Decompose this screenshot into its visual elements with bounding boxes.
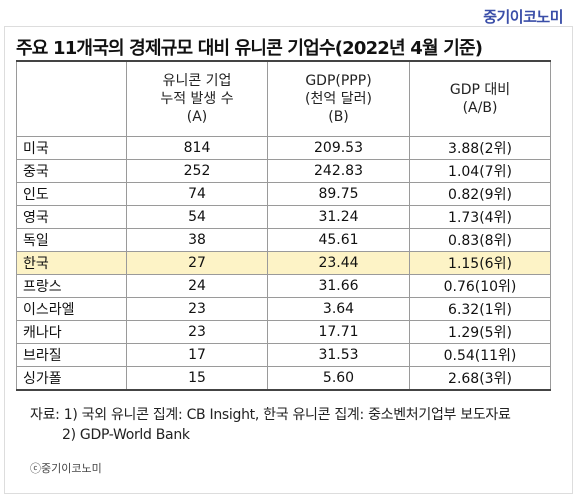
country-cell: 영국 — [16, 205, 127, 229]
unicorn-count-cell: 27 — [126, 251, 268, 275]
table-row: 영국 54 31.24 1.73(4위) — [16, 205, 551, 229]
table-row-highlighted: 한국 27 23.44 1.15(6위) — [16, 251, 551, 275]
table-row: 인도 74 89.75 0.82(9위) — [16, 182, 551, 206]
copyright-text: ⓒ중기이코노미 — [30, 462, 102, 475]
ratio-cell: 1.04(7위) — [409, 159, 551, 183]
unicorn-count-cell: 54 — [126, 205, 268, 229]
source-line-2: 2) GDP-World Bank — [62, 427, 190, 443]
country-cell: 인도 — [16, 182, 127, 206]
gdp-cell: 5.60 — [267, 366, 410, 391]
gdp-cell: 31.66 — [267, 274, 410, 298]
country-cell: 프랑스 — [16, 274, 127, 298]
source-line-1: 자료: 1) 국외 유니콘 집계: CB Insight, 한국 유니콘 집계:… — [30, 407, 511, 423]
gdp-cell: 45.61 — [267, 228, 410, 252]
unicorn-count-cell: 814 — [126, 136, 268, 160]
gdp-cell: 89.75 — [267, 182, 410, 206]
brand-logo: 중기이코노미 — [483, 8, 563, 26]
unicorn-count-cell: 17 — [126, 343, 268, 367]
unicorn-count-cell: 24 — [126, 274, 268, 298]
ratio-cell: 6.32(1위) — [409, 297, 551, 321]
table-row: 캐나다 23 17.71 1.29(5위) — [16, 320, 551, 344]
country-cell: 캐나다 — [16, 320, 127, 344]
unicorn-count-cell: 252 — [126, 159, 268, 183]
table-row: 싱가폴 15 5.60 2.68(3위) — [16, 366, 551, 391]
page-title: 주요 11개국의 경제규모 대비 유니콘 기업수(2022년 4월 기준) — [16, 38, 483, 59]
table-header-row: 유니콘 기업 누적 발생 수 (A) GDP(PPP) (천억 달러) (B) … — [16, 60, 551, 137]
unicorn-count-cell: 74 — [126, 182, 268, 206]
gdp-cell: 23.44 — [267, 251, 410, 275]
unicorn-count-cell: 38 — [126, 228, 268, 252]
header-country — [16, 60, 127, 137]
gdp-cell: 31.24 — [267, 205, 410, 229]
ratio-cell: 1.29(5위) — [409, 320, 551, 344]
country-cell: 한국 — [16, 251, 127, 275]
ratio-cell: 2.68(3위) — [409, 366, 551, 391]
source-note: 자료: 1) 국외 유니콘 집계: CB Insight, 한국 유니콘 집계:… — [30, 405, 511, 445]
country-cell: 중국 — [16, 159, 127, 183]
header-gdp-ppp: GDP(PPP) (천억 달러) (B) — [267, 60, 410, 137]
country-cell: 독일 — [16, 228, 127, 252]
table-row: 이스라엘 23 3.64 6.32(1위) — [16, 297, 551, 321]
table-row: 중국 252 242.83 1.04(7위) — [16, 159, 551, 183]
header-ratio: GDP 대비 (A/B) — [409, 60, 551, 137]
table-row: 프랑스 24 31.66 0.76(10위) — [16, 274, 551, 298]
table-row: 미국 814 209.53 3.88(2위) — [16, 136, 551, 160]
unicorn-count-cell: 23 — [126, 297, 268, 321]
gdp-cell: 242.83 — [267, 159, 410, 183]
ratio-cell: 0.83(8위) — [409, 228, 551, 252]
gdp-cell: 17.71 — [267, 320, 410, 344]
ratio-cell: 3.88(2위) — [409, 136, 551, 160]
unicorn-count-cell: 15 — [126, 366, 268, 391]
unicorn-gdp-table: 유니콘 기업 누적 발생 수 (A) GDP(PPP) (천억 달러) (B) … — [16, 60, 551, 391]
table-row: 브라질 17 31.53 0.54(11위) — [16, 343, 551, 367]
country-cell: 이스라엘 — [16, 297, 127, 321]
country-cell: 브라질 — [16, 343, 127, 367]
gdp-cell: 209.53 — [267, 136, 410, 160]
ratio-cell: 1.15(6위) — [409, 251, 551, 275]
country-cell: 싱가폴 — [16, 366, 127, 391]
header-unicorn-count: 유니콘 기업 누적 발생 수 (A) — [126, 60, 268, 137]
gdp-cell: 31.53 — [267, 343, 410, 367]
table-row: 독일 38 45.61 0.83(8위) — [16, 228, 551, 252]
gdp-cell: 3.64 — [267, 297, 410, 321]
unicorn-count-cell: 23 — [126, 320, 268, 344]
ratio-cell: 1.73(4위) — [409, 205, 551, 229]
ratio-cell: 0.54(11위) — [409, 343, 551, 367]
country-cell: 미국 — [16, 136, 127, 160]
ratio-cell: 0.76(10위) — [409, 274, 551, 298]
ratio-cell: 0.82(9위) — [409, 182, 551, 206]
